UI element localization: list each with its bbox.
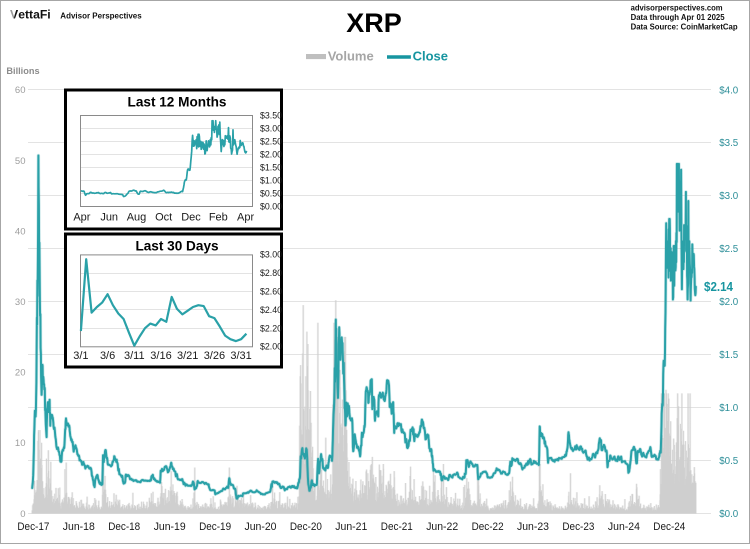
svg-text:$2.00: $2.00 bbox=[260, 150, 282, 160]
svg-text:3/16: 3/16 bbox=[150, 350, 171, 362]
svg-text:Dec-18: Dec-18 bbox=[108, 521, 140, 533]
svg-text:Dec-23: Dec-23 bbox=[562, 521, 594, 533]
svg-text:Jun: Jun bbox=[100, 212, 118, 224]
svg-text:$0.5: $0.5 bbox=[719, 456, 739, 467]
svg-text:3/31: 3/31 bbox=[230, 350, 251, 362]
svg-text:Apr: Apr bbox=[73, 212, 90, 224]
svg-text:$0.00: $0.00 bbox=[260, 202, 282, 212]
svg-text:Jun-19: Jun-19 bbox=[154, 521, 186, 533]
svg-text:V: V bbox=[10, 7, 19, 21]
svg-text:$0.50: $0.50 bbox=[260, 189, 282, 199]
svg-text:$0.0: $0.0 bbox=[719, 509, 739, 520]
svg-text:60: 60 bbox=[15, 85, 26, 96]
svg-text:Jun-18: Jun-18 bbox=[63, 521, 95, 533]
svg-text:$2.20: $2.20 bbox=[260, 323, 282, 333]
svg-text:Advisor Perspectives: Advisor Perspectives bbox=[60, 11, 142, 20]
svg-text:$1.50: $1.50 bbox=[260, 163, 282, 173]
svg-text:10: 10 bbox=[15, 438, 26, 449]
svg-text:V: V bbox=[10, 7, 19, 21]
svg-text:$1.0: $1.0 bbox=[719, 403, 739, 414]
svg-text:Jun-23: Jun-23 bbox=[517, 521, 549, 533]
svg-text:$3.50: $3.50 bbox=[260, 111, 282, 121]
svg-text:$2.14: $2.14 bbox=[704, 280, 733, 294]
svg-text:3/6: 3/6 bbox=[100, 350, 115, 362]
svg-text:40: 40 bbox=[15, 226, 26, 237]
svg-text:Jun-24: Jun-24 bbox=[608, 521, 640, 533]
svg-text:Aug: Aug bbox=[127, 212, 147, 224]
svg-text:$4.0: $4.0 bbox=[719, 85, 739, 96]
svg-text:Dec: Dec bbox=[181, 212, 201, 224]
svg-text:Data Source: CoinMarketCap: Data Source: CoinMarketCap bbox=[631, 21, 738, 31]
svg-text:Jun-22: Jun-22 bbox=[426, 521, 458, 533]
svg-text:30: 30 bbox=[15, 297, 26, 308]
svg-text:Data through Apr 01 2025: Data through Apr 01 2025 bbox=[631, 12, 725, 22]
svg-text:Dec-22: Dec-22 bbox=[472, 521, 504, 533]
svg-text:$2.50: $2.50 bbox=[260, 137, 282, 147]
svg-text:Oct: Oct bbox=[155, 212, 172, 224]
svg-text:Jun-21: Jun-21 bbox=[335, 521, 367, 533]
svg-text:$2.40: $2.40 bbox=[260, 305, 282, 315]
svg-text:$3.5: $3.5 bbox=[719, 138, 739, 149]
svg-text:Billions: Billions bbox=[6, 66, 39, 76]
svg-text:$2.60: $2.60 bbox=[260, 287, 282, 297]
svg-text:0: 0 bbox=[20, 509, 25, 520]
svg-text:Close: Close bbox=[413, 48, 448, 63]
svg-text:20: 20 bbox=[15, 368, 26, 379]
svg-text:$3.0: $3.0 bbox=[719, 191, 739, 202]
svg-text:$3.00: $3.00 bbox=[260, 250, 282, 260]
svg-text:Jun-20: Jun-20 bbox=[245, 521, 277, 533]
svg-text:$3.00: $3.00 bbox=[260, 124, 282, 134]
svg-text:Volume: Volume bbox=[328, 48, 374, 63]
svg-text:Apr: Apr bbox=[237, 212, 254, 224]
svg-text:Last 30 Days: Last 30 Days bbox=[135, 238, 218, 253]
svg-text:3/21: 3/21 bbox=[177, 350, 198, 362]
svg-text:$2.00: $2.00 bbox=[260, 342, 282, 352]
svg-text:Dec-21: Dec-21 bbox=[381, 521, 413, 533]
svg-text:Dec-24: Dec-24 bbox=[653, 521, 685, 533]
svg-text:advisorperspectives.com: advisorperspectives.com bbox=[631, 2, 723, 12]
svg-text:XRP: XRP bbox=[346, 8, 402, 38]
svg-text:50: 50 bbox=[15, 156, 26, 167]
svg-text:$1.00: $1.00 bbox=[260, 176, 282, 186]
svg-text:Last 12 Months: Last 12 Months bbox=[128, 94, 227, 109]
svg-text:$2.5: $2.5 bbox=[719, 244, 739, 255]
svg-text:ettaFi: ettaFi bbox=[18, 7, 51, 21]
svg-text:3/11: 3/11 bbox=[124, 350, 145, 362]
svg-text:Dec-17: Dec-17 bbox=[17, 521, 49, 533]
svg-text:$2.80: $2.80 bbox=[260, 268, 282, 278]
svg-text:Dec-20: Dec-20 bbox=[290, 521, 322, 533]
svg-text:$1.5: $1.5 bbox=[719, 350, 739, 361]
svg-text:3/1: 3/1 bbox=[73, 350, 88, 362]
svg-text:Dec-19: Dec-19 bbox=[199, 521, 231, 533]
svg-text:Feb: Feb bbox=[209, 212, 228, 224]
svg-text:$2.0: $2.0 bbox=[719, 297, 739, 308]
svg-text:3/26: 3/26 bbox=[204, 350, 225, 362]
